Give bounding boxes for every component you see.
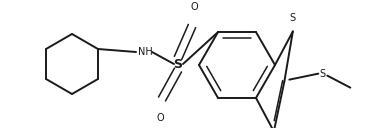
Text: NH: NH xyxy=(138,47,153,57)
Text: S: S xyxy=(290,13,296,23)
Text: O: O xyxy=(190,2,198,12)
Text: O: O xyxy=(156,113,164,123)
Text: S: S xyxy=(173,57,183,71)
Text: S: S xyxy=(319,69,326,79)
